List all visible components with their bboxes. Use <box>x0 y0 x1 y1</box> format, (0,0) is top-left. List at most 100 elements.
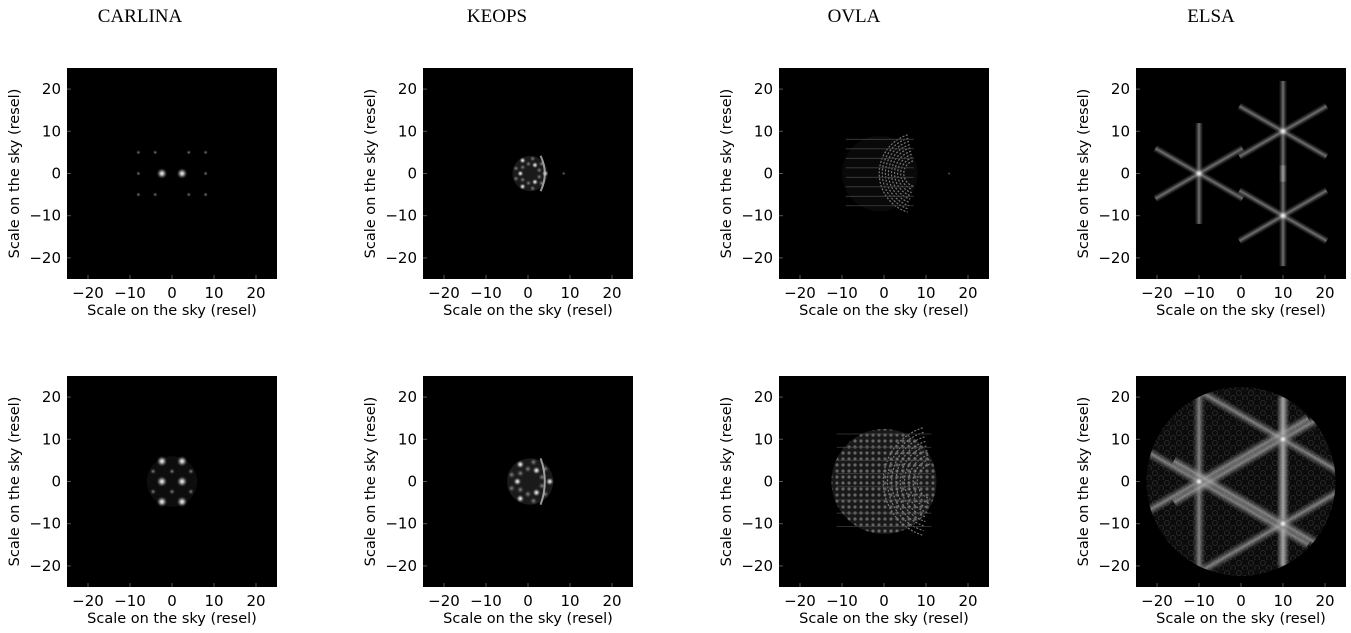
x-tick-label: 20 <box>246 592 265 610</box>
y-tick-label: 20 <box>754 80 773 98</box>
x-tick-label: 0 <box>167 284 177 302</box>
y-tick-label: 10 <box>1111 122 1130 140</box>
carlina-pattern <box>146 455 198 508</box>
y-tick-label: 20 <box>1111 80 1130 98</box>
y-tick-label: 10 <box>42 122 61 140</box>
y-tick-label: −20 <box>385 557 417 575</box>
y-tick-label: 20 <box>1111 388 1130 406</box>
x-tick-label: −10 <box>1183 592 1215 610</box>
y-tick-label: 0 <box>51 165 61 183</box>
y-tick-label: 10 <box>1111 430 1130 448</box>
x-tick-label: 20 <box>246 284 265 302</box>
x-tick-label: −10 <box>114 592 146 610</box>
y-axis-label: Scale on the sky (resel) <box>719 89 735 259</box>
y-tick-label: −10 <box>1098 515 1130 533</box>
y-tick-label: 0 <box>51 473 61 491</box>
x-tick-label: 0 <box>1236 592 1246 610</box>
x-tick-label: 10 <box>560 592 579 610</box>
elsa-pattern <box>1153 80 1329 267</box>
x-tick-label: 10 <box>916 284 935 302</box>
panel-background <box>1136 68 1346 279</box>
x-tick-label: −10 <box>470 284 502 302</box>
x-tick-label: −20 <box>784 284 816 302</box>
x-tick-label: −20 <box>428 284 460 302</box>
y-tick-label: 0 <box>407 165 417 183</box>
y-axis-label: Scale on the sky (resel) <box>363 397 379 567</box>
x-tick-label: −10 <box>826 592 858 610</box>
y-tick-label: 10 <box>754 122 773 140</box>
keops-pattern <box>506 457 554 506</box>
x-tick-label: 10 <box>916 592 935 610</box>
y-tick-label: 0 <box>1120 473 1130 491</box>
x-axis-label: Scale on the sky (resel) <box>87 611 257 627</box>
ovla-pattern <box>831 427 937 536</box>
column-title-elsa: ELSA <box>1187 6 1235 27</box>
y-tick-label: 20 <box>398 388 417 406</box>
x-axis-label: Scale on the sky (resel) <box>87 303 257 319</box>
x-axis-label: Scale on the sky (resel) <box>1156 611 1326 627</box>
x-axis-label: Scale on the sky (resel) <box>443 303 613 319</box>
y-tick-label: 20 <box>42 80 61 98</box>
y-tick-label: 10 <box>398 122 417 140</box>
y-tick-label: 0 <box>407 473 417 491</box>
x-tick-label: −20 <box>1141 592 1173 610</box>
column-title-carlina: CARLINA <box>97 6 183 27</box>
y-tick-label: 10 <box>42 430 61 448</box>
x-tick-label: 0 <box>1236 284 1246 302</box>
x-tick-label: 20 <box>1315 284 1334 302</box>
y-tick-label: −10 <box>385 207 417 225</box>
x-tick-label: 0 <box>879 592 889 610</box>
x-tick-label: 10 <box>1273 592 1292 610</box>
panel-ovla-point-spread-function: −20 −10 0 10 20 20 10 0 −10 −20 Scale on the sky (… <box>719 68 989 319</box>
x-axis-label: Scale on the sky (resel) <box>443 611 613 627</box>
x-tick-label: −20 <box>428 592 460 610</box>
y-tick-label: −20 <box>1098 249 1130 267</box>
y-tick-label: −20 <box>741 249 773 267</box>
x-tick-label: 20 <box>602 592 621 610</box>
y-tick-label: −10 <box>29 207 61 225</box>
x-tick-label: −10 <box>470 592 502 610</box>
column-title-ovla: OVLA <box>827 6 881 27</box>
y-tick-label: −20 <box>29 557 61 575</box>
panel-background <box>67 68 277 279</box>
y-tick-label: −10 <box>741 515 773 533</box>
x-tick-label: 20 <box>602 284 621 302</box>
y-tick-label: 10 <box>398 430 417 448</box>
x-tick-label: 0 <box>167 592 177 610</box>
x-tick-label: 0 <box>523 592 533 610</box>
y-tick-label: 20 <box>42 388 61 406</box>
y-axis-label: Scale on the sky (resel) <box>7 397 23 567</box>
x-tick-label: 10 <box>560 284 579 302</box>
y-tick-label: 10 <box>754 430 773 448</box>
elsa-pattern <box>1146 387 1336 576</box>
x-tick-label: 10 <box>1273 284 1292 302</box>
keops-pattern <box>512 155 566 192</box>
x-tick-label: 10 <box>204 284 223 302</box>
x-tick-label: 0 <box>523 284 533 302</box>
x-tick-label: 20 <box>958 284 977 302</box>
x-axis-label: Scale on the sky (resel) <box>1156 303 1326 319</box>
x-tick-label: −20 <box>1141 284 1173 302</box>
y-tick-label: −20 <box>385 249 417 267</box>
y-tick-label: 20 <box>754 388 773 406</box>
y-tick-label: 0 <box>1120 165 1130 183</box>
y-tick-label: −10 <box>741 207 773 225</box>
y-tick-label: 0 <box>763 165 773 183</box>
y-tick-label: −10 <box>29 515 61 533</box>
x-tick-label: 20 <box>958 592 977 610</box>
x-tick-label: 20 <box>1315 592 1334 610</box>
x-tick-label: −10 <box>826 284 858 302</box>
ovla-pattern <box>842 134 951 213</box>
y-tick-label: −10 <box>385 515 417 533</box>
x-tick-label: 10 <box>204 592 223 610</box>
y-tick-label: −20 <box>741 557 773 575</box>
y-axis-label: Scale on the sky (resel) <box>1076 89 1092 259</box>
x-tick-label: 0 <box>879 284 889 302</box>
